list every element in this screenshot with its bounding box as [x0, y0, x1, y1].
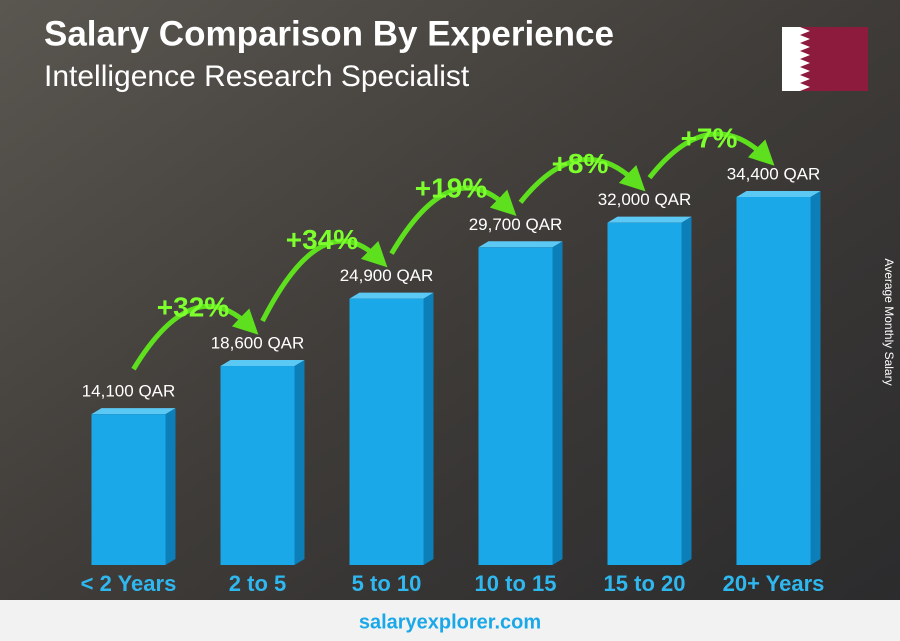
value-label: 29,700 QAR	[469, 215, 563, 234]
growth-arrow	[647, 131, 775, 180]
x-tick-label: 20+ Years	[723, 571, 825, 596]
bar-top	[91, 408, 176, 415]
growth-label: +34%	[286, 224, 358, 255]
growth-label: +8%	[552, 148, 609, 179]
value-label: 24,900 QAR	[340, 266, 434, 285]
bar	[91, 414, 166, 565]
bar-top	[349, 292, 434, 299]
bar	[478, 247, 553, 566]
y-axis-label: Average Monthly Salary	[882, 258, 896, 385]
x-tick-label: 10 to 15	[475, 571, 557, 596]
chart-title: Salary Comparison By Experience	[44, 14, 614, 53]
bar-side	[423, 292, 434, 565]
growth-label: +7%	[681, 122, 738, 153]
value-label: 14,100 QAR	[82, 382, 176, 401]
growth-arrow	[518, 157, 646, 204]
x-tick-label: < 2 Years	[81, 571, 177, 596]
bar	[736, 197, 811, 565]
x-tick-label: 2 to 5	[229, 571, 286, 596]
growth-arrow	[389, 185, 517, 255]
bar-top	[220, 360, 305, 367]
bar-side	[810, 191, 821, 565]
bar-top	[736, 191, 821, 197]
x-tick-label: 5 to 10	[352, 571, 422, 596]
growth-label: +32%	[157, 291, 229, 322]
bar	[220, 366, 295, 565]
value-label: 32,000 QAR	[598, 190, 692, 209]
chart-subtitle: Intelligence Research Specialist	[44, 60, 470, 93]
bar-side	[681, 216, 692, 565]
footer-band	[0, 600, 900, 641]
x-tick-label: 15 to 20	[604, 571, 686, 596]
bar-side	[165, 408, 176, 565]
bar-side	[552, 241, 563, 566]
footer: salaryexplorer.com	[359, 611, 541, 633]
bar-top	[478, 241, 563, 248]
flag	[782, 27, 868, 91]
value-label: 34,400 QAR	[727, 164, 821, 183]
bar	[349, 298, 424, 565]
growth-arrow	[131, 303, 259, 371]
bar	[607, 222, 682, 565]
bar-side	[294, 360, 305, 565]
value-label: 18,600 QAR	[211, 334, 305, 353]
growth-arrow	[260, 238, 388, 323]
growth-label: +19%	[415, 173, 487, 204]
bar-top	[607, 216, 692, 223]
